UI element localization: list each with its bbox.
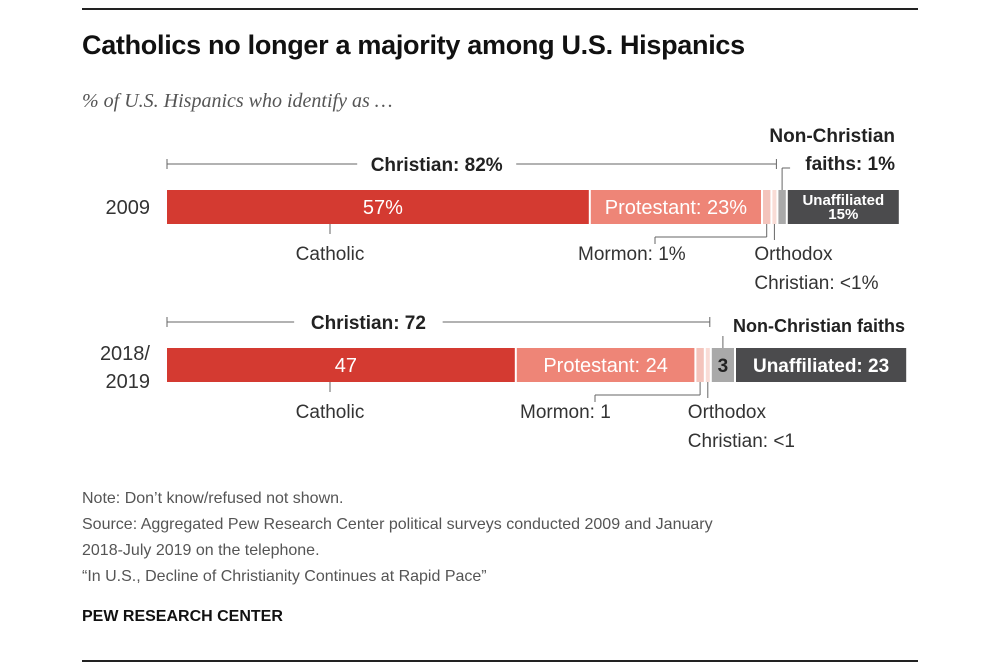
non-christian-label-2018-2019: Non-Christian faiths xyxy=(733,316,905,336)
year-label-2009: 2009 xyxy=(106,197,151,219)
christian-bracket-label-2009: Christian: 82% xyxy=(371,155,503,176)
top-rule xyxy=(82,8,918,10)
value-label-protestant-2009: Protestant: 23% xyxy=(605,197,748,219)
chart-subtitle: % of U.S. Hispanics who identify as … xyxy=(82,90,393,112)
stacked-bar-chart: 2009 Christian: 82% 57% Protestant: 23% Unaf… xyxy=(100,126,907,452)
bar-unaffiliated-2009 xyxy=(787,190,899,224)
orthodox-label-2018-2019: Orthodox Christian: <1 xyxy=(688,402,795,452)
year-label-2018-2019: 2018/2019 xyxy=(100,343,150,393)
source-text-line-2: 2018-July 2019 on the telephone. xyxy=(82,542,320,559)
value-label-unaffiliated-2018-2019: Unaffiliated: 23 xyxy=(753,356,889,377)
bar-catholic-2009 xyxy=(167,190,589,224)
christian-bracket-label-2018-2019: Christian: 72 xyxy=(311,313,426,334)
note-text: Note: Don’t know/refused not shown. xyxy=(82,490,344,507)
chart-title: Catholics no longer a majority among U.S… xyxy=(82,30,745,60)
orthodox-label-2009: Orthodox Christian: <1% xyxy=(754,244,878,294)
catholic-label-2009: Catholic xyxy=(296,244,365,265)
organization-name: PEW RESEARCH CENTER xyxy=(82,608,283,625)
bar-unaffiliated-2018-2019 xyxy=(736,348,907,382)
source-text-line-1: Source: Aggregated Pew Research Center p… xyxy=(82,516,713,533)
bar-protestant-2018-2019 xyxy=(516,348,695,382)
mormon-label-2018-2019: Mormon: 1 xyxy=(520,402,611,423)
value-label-protestant-2018-2019: Protestant: 24 xyxy=(543,355,668,377)
bar-protestant-2009 xyxy=(590,190,761,224)
bar-mormon-2009 xyxy=(763,190,771,224)
value-label-catholic-2009: 57% xyxy=(363,197,403,219)
bar-non-christian-faiths-2018-2019 xyxy=(711,348,734,382)
value-label-catholic-2018-2019: 47 xyxy=(335,355,357,377)
value-label-non-christian-2018-2019: 3 xyxy=(718,356,729,377)
bar-orthodox-christian-2009 xyxy=(772,190,777,224)
bar-non-christian-faiths-2009 xyxy=(778,190,786,224)
report-title: “In U.S., Decline of Christianity Contin… xyxy=(82,568,487,585)
catholic-label-2018-2019: Catholic xyxy=(296,402,365,423)
value-label-unaffiliated-2009: Unaffiliated 15% xyxy=(802,192,884,223)
bar-orthodox-christian-2018-2019 xyxy=(705,348,710,382)
bar-mormon-2018-2019 xyxy=(696,348,704,382)
mormon-label-2009: Mormon: 1% xyxy=(578,244,686,265)
non-christian-label-2009: Non-Christian faiths: 1% xyxy=(769,126,895,175)
bottom-rule xyxy=(82,660,918,662)
bar-catholic-2018-2019 xyxy=(167,348,515,382)
